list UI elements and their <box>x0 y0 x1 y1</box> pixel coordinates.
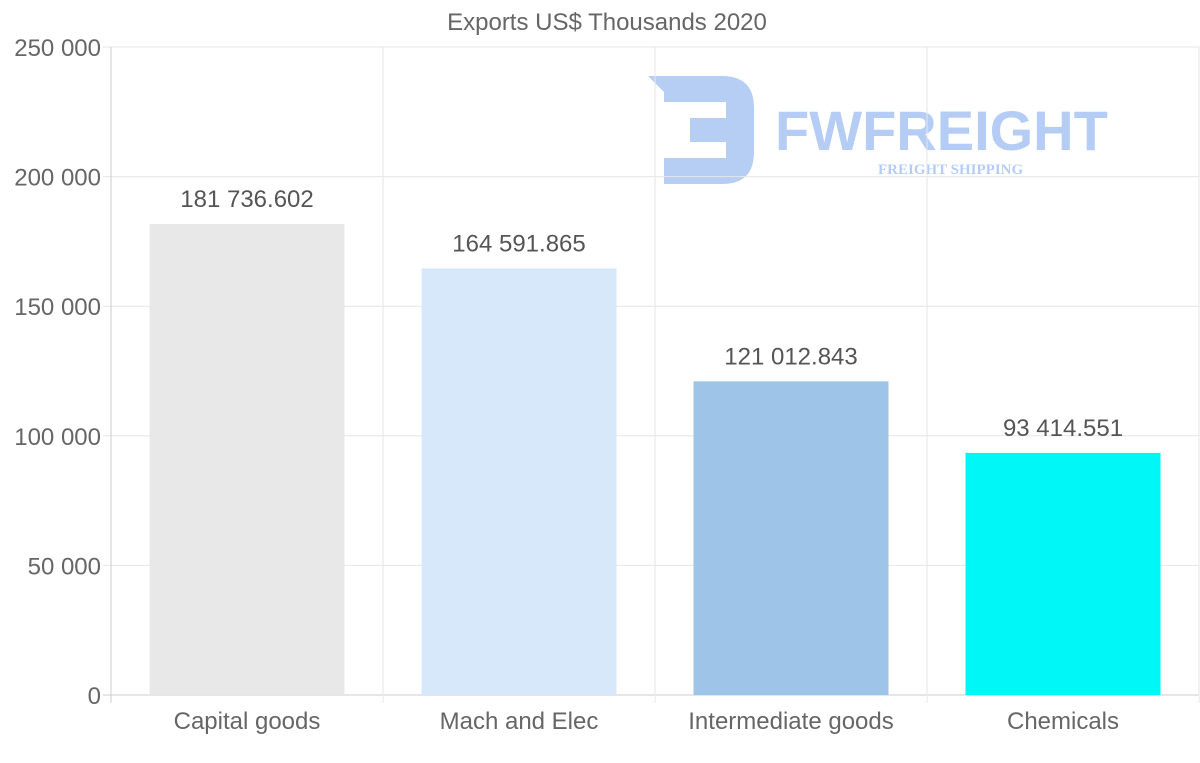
y-tick-label: 200 000 <box>14 165 101 192</box>
bars <box>149 223 1161 695</box>
watermark-logo: FWFREIGHT FREIGHT SHIPPING <box>648 76 1108 184</box>
bar[interactable] <box>965 452 1161 695</box>
y-tick-label: 50 000 <box>28 553 101 580</box>
bar-value-label: 164 591.865 <box>452 230 585 257</box>
watermark-tagline: FREIGHT SHIPPING <box>878 162 1023 178</box>
x-category-label: Chemicals <box>1007 708 1119 735</box>
y-tick-label: 0 <box>88 683 101 710</box>
x-category-label: Mach and Elec <box>440 708 599 735</box>
chart-title: Exports US$ Thousands 2020 <box>447 9 767 36</box>
bar-value-label: 121 012.843 <box>724 343 857 370</box>
bar[interactable] <box>693 381 889 695</box>
data-labels: 181 736.602 164 591.865 121 012.843 93 414.… <box>180 186 1123 442</box>
x-category-label: Capital goods <box>174 708 321 735</box>
bar[interactable] <box>149 223 345 695</box>
bar[interactable] <box>421 268 617 695</box>
y-tick-label: 100 000 <box>14 424 101 451</box>
fwfreight-logo-icon <box>648 76 754 184</box>
y-tick-label: 250 000 <box>14 35 101 62</box>
y-tick-label: 150 000 <box>14 294 101 321</box>
watermark-brand: FWFREIGHT <box>775 99 1108 162</box>
x-category-label: Intermediate goods <box>688 708 893 735</box>
bar-value-label: 93 414.551 <box>1003 415 1123 442</box>
bar-value-label: 181 736.602 <box>180 186 313 213</box>
y-axis-ticks: 0 50 000 100 000 150 000 200 000 250 000 <box>14 35 101 710</box>
x-axis-categories: Capital goods Mach and Elec Intermediate g… <box>174 708 1119 735</box>
